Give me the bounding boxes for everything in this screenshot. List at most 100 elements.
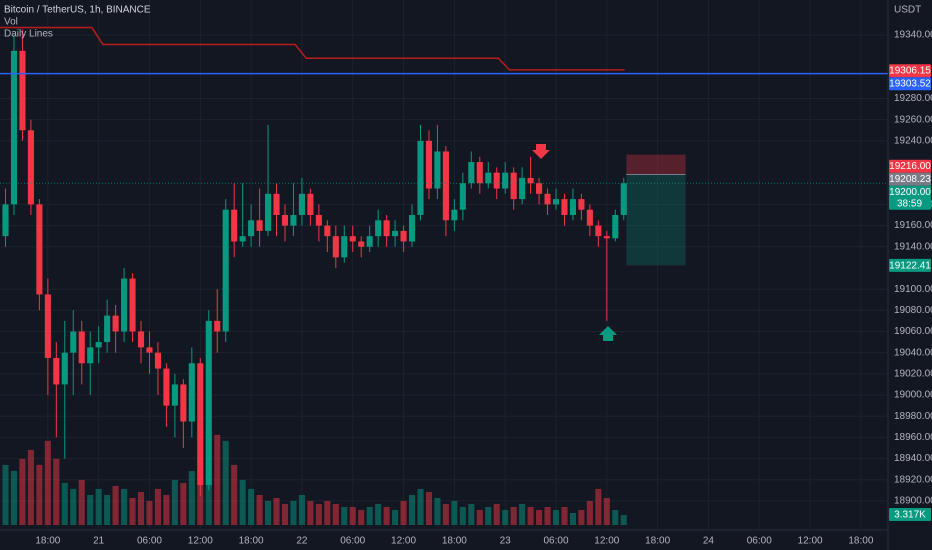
- volume-bar: [95, 488, 102, 525]
- candle-body: [392, 230, 399, 237]
- volume-bar: [129, 497, 136, 525]
- volume-bar: [620, 515, 627, 525]
- candle-body: [146, 347, 153, 353]
- candle-body: [188, 363, 195, 422]
- candle-body: [61, 352, 68, 385]
- volume-bar: [19, 458, 26, 525]
- volume-bar: [561, 506, 568, 525]
- candle-body: [290, 214, 297, 226]
- candle-body: [459, 183, 466, 210]
- volume-bar: [53, 458, 60, 525]
- volume-bar: [146, 500, 153, 525]
- candle-body: [451, 209, 458, 221]
- price-label-box: [889, 159, 931, 173]
- candle-body: [36, 204, 43, 295]
- volume-bar: [536, 509, 543, 525]
- volume-bar: [392, 509, 399, 525]
- volume-bar: [383, 506, 390, 525]
- candle-body: [485, 172, 492, 184]
- volume-bar: [256, 494, 263, 525]
- volume-bar: [552, 509, 560, 525]
- candle-body: [121, 278, 128, 332]
- volume-bar: [10, 470, 18, 525]
- volume-bar: [248, 488, 255, 525]
- volume-bar: [154, 488, 162, 525]
- price-label-box: [889, 77, 931, 91]
- candle-body: [468, 162, 475, 184]
- volume-bar: [485, 506, 492, 525]
- candle-body: [53, 357, 60, 385]
- volume-bar: [375, 503, 382, 525]
- candle-body: [78, 331, 85, 364]
- volume-bar: [476, 509, 483, 525]
- daily-line: [0, 26, 625, 71]
- volume-bar: [519, 503, 526, 525]
- candle-body: [2, 204, 9, 237]
- y-tick-label: 19100.00: [894, 284, 932, 295]
- candle-body: [44, 294, 51, 358]
- volume-label: 3.317K: [894, 510, 926, 521]
- candle-body: [400, 230, 407, 242]
- indicator-label: Daily Lines: [4, 29, 53, 40]
- candle-body: [214, 320, 221, 332]
- candle-body: [256, 220, 263, 231]
- candle-body: [265, 193, 272, 231]
- volume-bar: [231, 464, 238, 525]
- candle-body: [19, 50, 26, 131]
- candle-body: [383, 220, 390, 237]
- volume-bar: [493, 503, 500, 525]
- y-tick-label: 19080.00: [894, 305, 932, 316]
- volume-bar: [510, 506, 517, 525]
- y-tick-label: 19060.00: [894, 326, 932, 337]
- position-target-zone: [626, 174, 686, 266]
- candle-body: [10, 50, 18, 205]
- volume-bar: [459, 506, 466, 525]
- sell-signal-arrow: [532, 144, 550, 159]
- candle-body: [586, 209, 593, 226]
- candle-body: [332, 236, 339, 258]
- x-tick-label: 06:00: [340, 536, 365, 547]
- volume-bar: [527, 506, 534, 525]
- y-tick-label: 19020.00: [894, 368, 932, 379]
- y-tick-label: 18940.00: [894, 453, 932, 464]
- price-label: 19208.23: [889, 174, 931, 185]
- volume-bar: [451, 500, 458, 525]
- currency-label: USDT: [894, 5, 921, 16]
- volume-bar: [281, 503, 289, 525]
- x-tick-label: 12:00: [188, 536, 213, 547]
- volume-bar: [417, 488, 424, 525]
- price-label: 19303.52: [889, 79, 931, 90]
- price-layer: [0, 26, 888, 496]
- candle-body: [510, 172, 517, 200]
- volume-bar: [425, 491, 433, 525]
- volume-bar: [163, 494, 170, 525]
- volume-bar: [366, 506, 373, 525]
- volume-bar: [239, 479, 246, 525]
- candle-body: [129, 278, 136, 332]
- candle-body: [87, 347, 94, 364]
- volume-bar: [70, 488, 77, 525]
- price-label: 19200.00: [889, 187, 931, 198]
- volume-bar: [61, 482, 68, 525]
- candle-body: [231, 209, 238, 242]
- candle-body: [180, 384, 187, 422]
- position-stop-zone: [626, 154, 686, 175]
- x-tick-label: 12:00: [798, 536, 823, 547]
- volume-bar: [137, 491, 145, 525]
- x-tick-label: 18:00: [239, 536, 264, 547]
- volume-bar: [341, 506, 348, 525]
- candle-body: [154, 352, 162, 369]
- volume-bar: [434, 497, 441, 525]
- x-tick-label: 22: [296, 536, 308, 547]
- candle-body: [163, 368, 170, 406]
- candle-body: [137, 331, 145, 348]
- x-tick-label: 06:00: [137, 536, 162, 547]
- volume-bar: [349, 506, 356, 525]
- y-tick-label: 19000.00: [894, 390, 932, 401]
- y-tick-label: 18900.00: [894, 496, 932, 507]
- candle-body: [442, 151, 449, 221]
- candle-body: [408, 214, 416, 242]
- x-tick-label: 18:00: [848, 536, 873, 547]
- candle-body: [222, 209, 229, 332]
